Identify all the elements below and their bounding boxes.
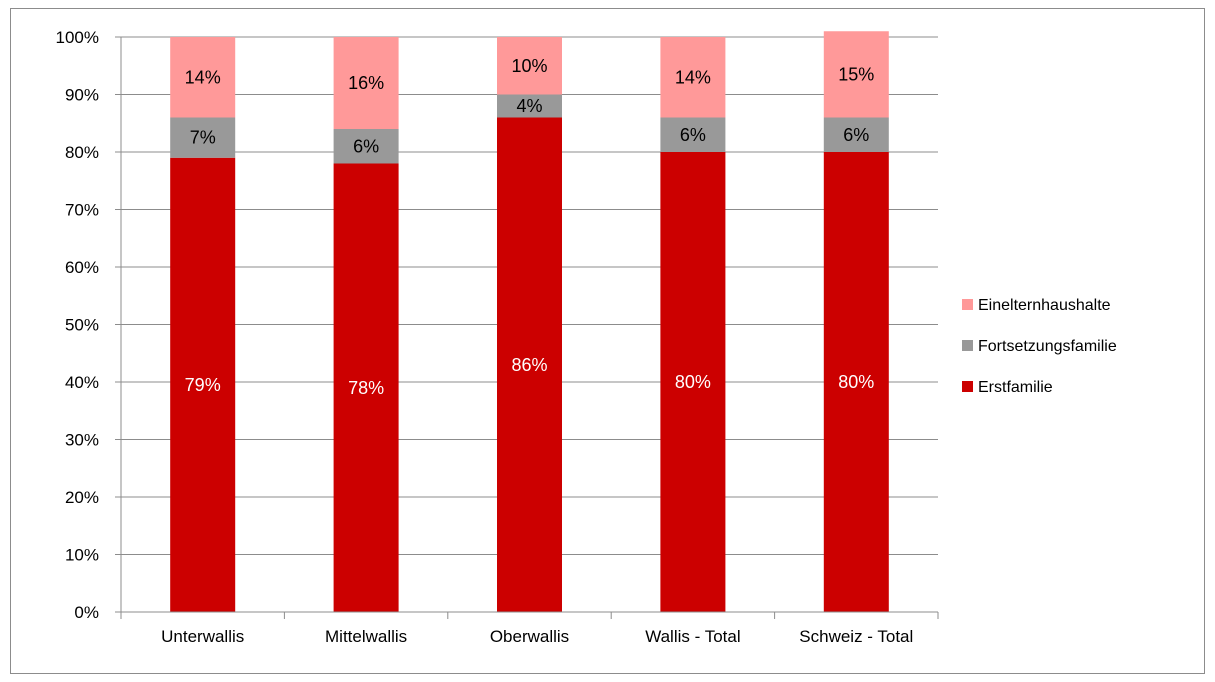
bar-erstfamilie-schweiz-total	[823, 152, 889, 612]
legend-label-erstfamilie: Erstfamilie	[978, 379, 1053, 396]
bar-fortsetzungsfamilie-unterwallis	[170, 117, 236, 158]
legend-label-fortsetzungsfamilie: Fortsetzungsfamilie	[978, 338, 1117, 355]
x-tick-label: Unterwallis	[161, 627, 244, 646]
bar-fortsetzungsfamilie-mittelwallis	[333, 129, 399, 164]
axes: 0% 10% 20% 30% 40% 50% 60% 70% 80% 90% 100% Unterwa…	[56, 28, 939, 646]
y-tick-label: 70%	[65, 201, 99, 220]
y-tick-label: 50%	[65, 316, 99, 335]
bar-einelternhaushalte-mittelwallis	[333, 37, 399, 129]
y-tick-label: 20%	[65, 488, 99, 507]
y-tick-label: 80%	[65, 143, 99, 162]
data-label-einelternhaushalte: 16%	[348, 73, 384, 93]
bar-erstfamilie-wallis-total	[660, 152, 726, 612]
y-tick-label: 90%	[65, 86, 99, 105]
legend-swatch-erstfamilie	[962, 381, 973, 392]
x-tick-label: Schweiz - Total	[799, 627, 913, 646]
x-tick-label: Wallis - Total	[645, 627, 740, 646]
bar-einelternhaushalte-wallis-total	[660, 37, 726, 118]
y-tick-label: 60%	[65, 258, 99, 277]
data-label-erstfamilie: 79%	[185, 375, 221, 395]
legend: Einelternhaushalte Fortsetzungsfamilie Ers…	[962, 297, 1117, 396]
bar-fortsetzungsfamilie-oberwallis	[497, 94, 562, 118]
bars	[170, 31, 889, 612]
y-tick-label: 30%	[65, 431, 99, 450]
data-label-fortsetzungsfamilie: 4%	[516, 96, 542, 116]
data-label-erstfamilie: 78%	[348, 378, 384, 398]
data-label-erstfamilie: 86%	[511, 355, 547, 375]
data-label-fortsetzungsfamilie: 6%	[843, 125, 869, 145]
data-label-einelternhaushalte: 14%	[675, 67, 711, 87]
legend-label-einelternhaushalte: Einelternhaushalte	[978, 297, 1111, 314]
y-tick-label: 40%	[65, 373, 99, 392]
data-label-fortsetzungsfamilie: 6%	[353, 136, 379, 156]
data-label-einelternhaushalte: 10%	[511, 56, 547, 76]
data-label-fortsetzungsfamilie: 7%	[190, 128, 216, 148]
data-label-einelternhaushalte: 15%	[838, 64, 874, 84]
data-label-einelternhaushalte: 14%	[185, 67, 221, 87]
data-labels: 79% 7% 14% 78% 6% 16% 86% 4% 10% 80% 6% 14% 80% 6% 15%	[185, 56, 875, 398]
y-tick-label: 10%	[65, 546, 99, 565]
bar-erstfamilie-oberwallis	[497, 117, 562, 612]
data-label-fortsetzungsfamilie: 6%	[680, 125, 706, 145]
bar-einelternhaushalte-oberwallis	[497, 37, 562, 95]
data-label-erstfamilie: 80%	[838, 372, 874, 392]
bar-einelternhaushalte-unterwallis	[170, 37, 236, 118]
bar-erstfamilie-unterwallis	[170, 157, 236, 612]
y-tick-label: 0%	[74, 603, 99, 622]
bar-fortsetzungsfamilie-wallis-total	[660, 117, 726, 152]
x-tick-label: Mittelwallis	[325, 627, 407, 646]
y-tick-label: 100%	[56, 28, 99, 47]
bar-einelternhaushalte-schweiz-total	[823, 31, 889, 118]
data-label-erstfamilie: 80%	[675, 372, 711, 392]
legend-swatch-einelternhaushalte	[962, 299, 973, 310]
legend-swatch-fortsetzungsfamilie	[962, 340, 973, 351]
x-tick-label: Oberwallis	[490, 627, 569, 646]
bar-fortsetzungsfamilie-schweiz-total	[823, 117, 889, 152]
bar-erstfamilie-mittelwallis	[333, 163, 399, 612]
